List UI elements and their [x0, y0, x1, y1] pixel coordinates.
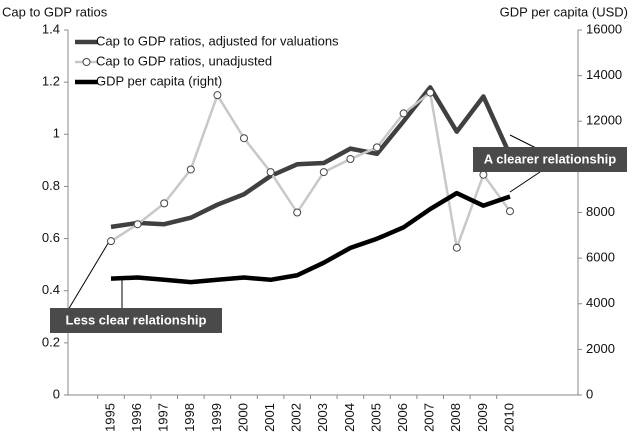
point — [266, 168, 275, 177]
y2-tick-label: 12000 — [586, 113, 622, 128]
point — [186, 165, 195, 174]
y2-tick-label: 14000 — [586, 67, 622, 82]
x-tick-label: 2005 — [368, 403, 383, 432]
point — [452, 243, 461, 252]
x-tick-label: 1997 — [156, 403, 171, 432]
x-tick-label: 1999 — [209, 403, 224, 432]
annotation-box — [473, 147, 627, 172]
pointer — [509, 171, 541, 193]
pointer — [67, 239, 111, 311]
legend-label: Cap to GDP ratios, unadjusted — [96, 53, 272, 68]
y-tick-label: 0.4 — [42, 282, 60, 297]
legend-label: GDP per capita (right) — [96, 73, 222, 88]
point — [506, 207, 514, 216]
point — [426, 88, 435, 97]
x-tick-label: 2009 — [475, 403, 490, 432]
point — [160, 199, 169, 208]
point — [240, 134, 248, 143]
annotation: Less clear relationship — [66, 312, 207, 327]
y2-tick-label: 6000 — [586, 250, 615, 265]
x-tick-label: 2008 — [448, 403, 463, 432]
x-tick-label: 2010 — [501, 403, 516, 432]
series-line — [110, 91, 512, 249]
y2-axis-label: GDP per capita (USD) — [500, 4, 628, 19]
x-tick-label: 1996 — [129, 403, 144, 432]
y-tick-label: 0 — [53, 386, 60, 401]
point — [399, 109, 408, 118]
series-line — [110, 85, 513, 230]
point — [319, 168, 328, 177]
annotation: A clearer relationship — [484, 151, 617, 166]
legend-label: Cap to GDP ratios, adjusted for valuatio… — [96, 33, 339, 48]
x-tick-label: 2007 — [422, 403, 437, 432]
x-tick-label: 1998 — [182, 403, 197, 432]
point — [479, 170, 488, 179]
y-tick-label: 1 — [53, 126, 60, 141]
legend-marker — [82, 58, 91, 66]
x-tick-label: 2003 — [315, 403, 330, 432]
x-tick-label: 2004 — [342, 403, 357, 432]
point — [293, 208, 302, 217]
y-axis-label: Cap to GDP ratios — [2, 4, 108, 19]
y2-tick-label: 2000 — [586, 341, 615, 356]
y2-tick-label: 8000 — [586, 204, 615, 219]
series-line — [110, 190, 511, 285]
y2-tick-label: 4000 — [586, 295, 615, 310]
x-tick-label: 2000 — [235, 403, 250, 432]
y-tick-label: 0.2 — [42, 334, 60, 349]
annotation-box — [50, 308, 222, 333]
point — [213, 91, 222, 100]
y-tick-label: 0.6 — [42, 230, 60, 245]
x-tick-label: 2006 — [395, 403, 410, 432]
y-tick-label: 1.4 — [42, 21, 60, 36]
point — [107, 237, 115, 246]
x-tick-label: 2002 — [289, 403, 304, 432]
x-tick-label: 2001 — [262, 403, 277, 432]
y-tick-label: 0.8 — [42, 178, 60, 193]
x-tick-label: 1995 — [102, 403, 117, 432]
point — [133, 220, 142, 229]
y-tick-label: 1.2 — [42, 74, 60, 89]
point — [373, 143, 381, 152]
y2-tick-label: 16000 — [586, 21, 622, 36]
point — [346, 155, 355, 164]
y2-tick-label: 0 — [586, 386, 593, 401]
